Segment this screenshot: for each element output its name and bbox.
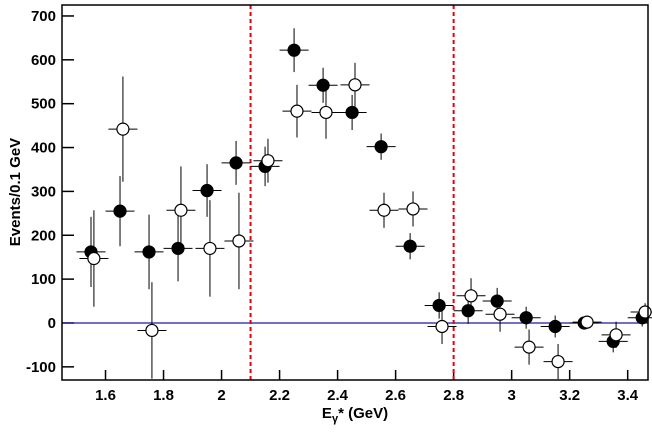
point bbox=[203, 241, 217, 256]
point bbox=[174, 203, 188, 217]
x-tick-label: 2.8 bbox=[443, 387, 464, 404]
point bbox=[290, 104, 304, 118]
y-tick-label: -100 bbox=[26, 359, 56, 376]
point bbox=[522, 340, 536, 354]
x-tick-label: 1.6 bbox=[95, 387, 116, 404]
point bbox=[319, 105, 333, 120]
point bbox=[435, 319, 449, 334]
point bbox=[229, 156, 243, 170]
point bbox=[638, 305, 652, 319]
plot-frame bbox=[61, 4, 649, 381]
point bbox=[548, 319, 562, 334]
y-tick-label: 400 bbox=[31, 140, 56, 157]
x-tick-label: 2 bbox=[217, 387, 225, 404]
point bbox=[580, 315, 594, 329]
x-tick-label: 3.4 bbox=[617, 387, 639, 404]
x-axis-label: Eγ* (GeV) bbox=[322, 405, 388, 425]
point bbox=[374, 140, 388, 154]
point bbox=[432, 298, 446, 313]
y-tick-label: 100 bbox=[31, 271, 56, 288]
point bbox=[316, 78, 330, 92]
point bbox=[348, 78, 362, 92]
y-tick-label: 300 bbox=[31, 183, 56, 200]
x-label-sub: γ bbox=[332, 413, 339, 425]
x-tick-label: 3 bbox=[507, 387, 515, 404]
x-label-main: E bbox=[322, 405, 332, 422]
point bbox=[116, 122, 130, 136]
x-tick-label: 1.8 bbox=[153, 387, 174, 404]
point bbox=[493, 307, 507, 321]
point bbox=[490, 294, 504, 308]
x-tick-label: 2.6 bbox=[385, 387, 406, 404]
point bbox=[142, 245, 156, 259]
y-tick-label: 700 bbox=[31, 8, 56, 25]
point bbox=[377, 203, 391, 217]
x-label-rest: * (GeV) bbox=[338, 405, 388, 422]
point bbox=[87, 251, 101, 266]
point bbox=[113, 204, 127, 218]
point bbox=[406, 202, 420, 216]
y-tick-label: 600 bbox=[31, 52, 56, 69]
point bbox=[345, 105, 359, 120]
point bbox=[519, 311, 533, 325]
y-tick-label: 0 bbox=[48, 315, 56, 332]
y-axis-label: Events/0.1 GeV bbox=[7, 138, 24, 246]
x-tick-label: 2.2 bbox=[269, 387, 290, 404]
point bbox=[171, 241, 185, 256]
point bbox=[261, 154, 275, 168]
x-tick-label: 3.2 bbox=[559, 387, 580, 404]
point bbox=[200, 183, 214, 198]
point bbox=[287, 43, 301, 57]
point bbox=[609, 328, 623, 342]
point bbox=[403, 239, 417, 253]
point bbox=[461, 304, 475, 318]
x-tick-label: 2.4 bbox=[327, 387, 349, 404]
point bbox=[232, 234, 246, 248]
y-tick-label: 200 bbox=[31, 227, 56, 244]
point bbox=[551, 354, 565, 369]
y-tick-label: 500 bbox=[31, 96, 56, 113]
point bbox=[464, 289, 478, 303]
point bbox=[145, 323, 159, 338]
